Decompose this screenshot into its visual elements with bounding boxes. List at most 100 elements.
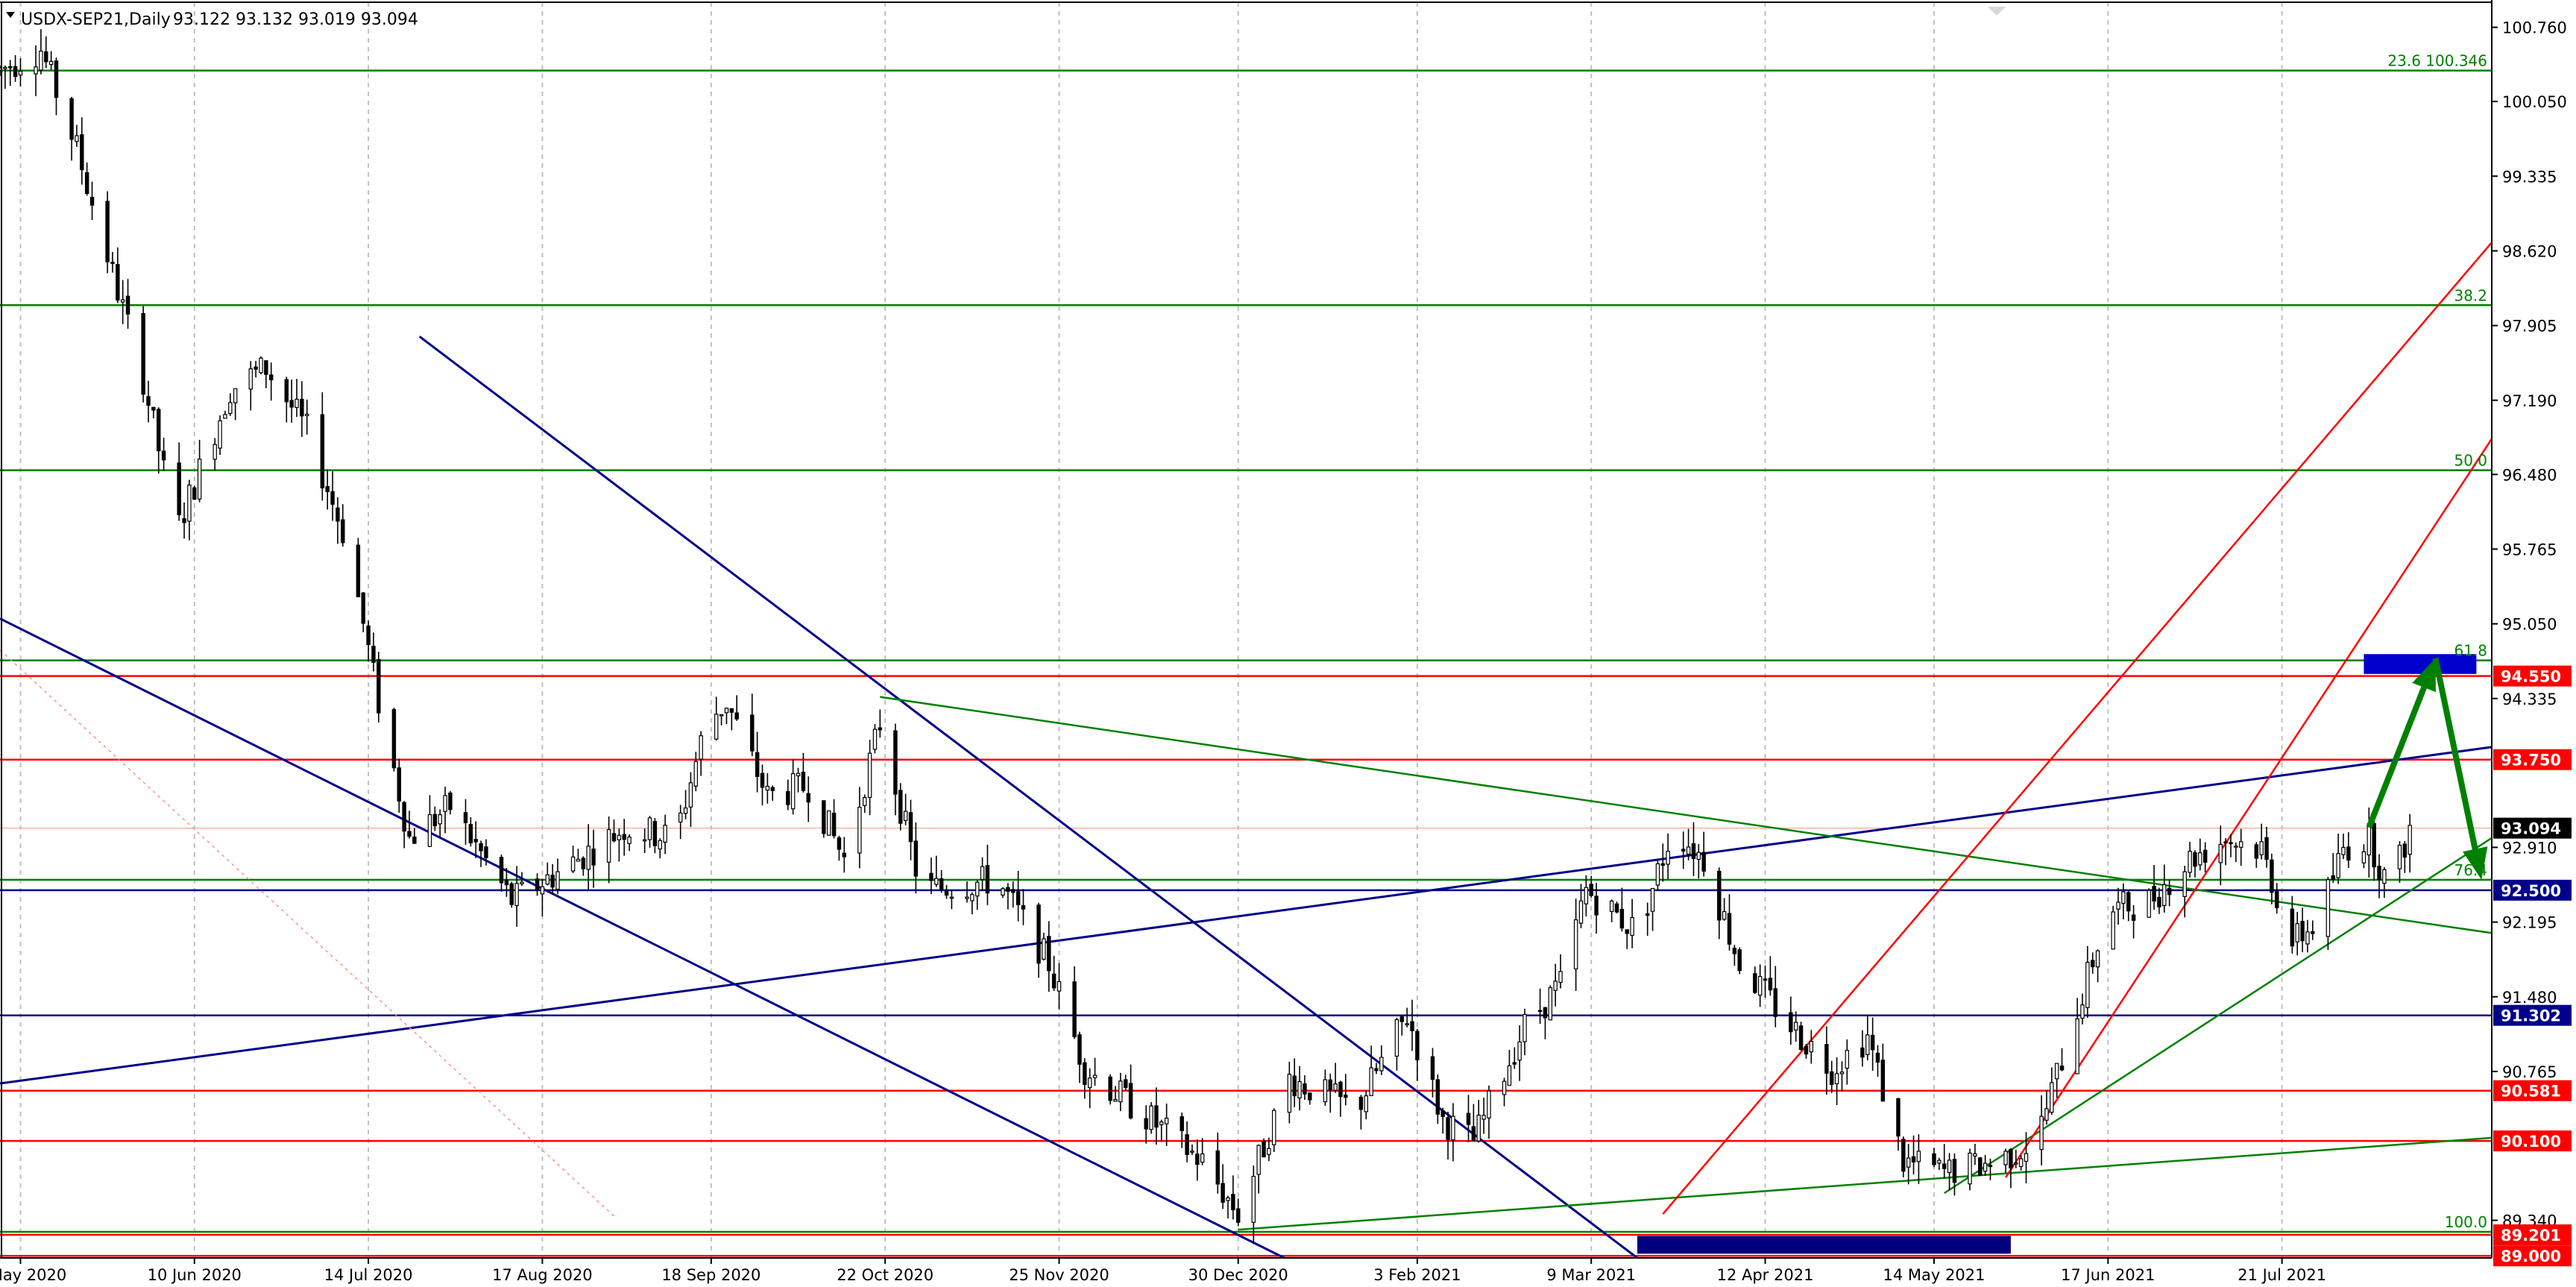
candle-body[interactable] bbox=[1476, 1114, 1481, 1142]
candle-body[interactable] bbox=[305, 413, 309, 416]
candle-body[interactable] bbox=[1292, 1075, 1297, 1097]
candle-body[interactable] bbox=[1830, 1071, 1834, 1085]
zone-rect-blue[interactable] bbox=[2364, 654, 2477, 674]
candle-body[interactable] bbox=[1358, 1096, 1364, 1110]
candle-body[interactable] bbox=[2275, 891, 2279, 908]
candle-body[interactable] bbox=[284, 379, 289, 403]
candle-body[interactable] bbox=[1072, 981, 1077, 1037]
candle-body[interactable] bbox=[468, 824, 473, 844]
candle-body[interactable] bbox=[89, 197, 95, 206]
candle-body[interactable] bbox=[504, 879, 509, 886]
candle-body[interactable] bbox=[325, 485, 330, 492]
candle-body[interactable] bbox=[2366, 823, 2372, 856]
candle-body[interactable] bbox=[1584, 887, 1589, 904]
candle-body[interactable] bbox=[1231, 1194, 1235, 1211]
candle-body[interactable] bbox=[1399, 1016, 1405, 1022]
candle-body[interactable] bbox=[75, 135, 79, 142]
candle-body[interactable] bbox=[54, 60, 59, 98]
candle-body[interactable] bbox=[2223, 841, 2228, 844]
candle-body[interactable] bbox=[949, 896, 954, 899]
candle-body[interactable] bbox=[320, 414, 325, 488]
candle-body[interactable] bbox=[1732, 948, 1737, 954]
candle-body[interactable] bbox=[2182, 871, 2187, 897]
candle-body[interactable] bbox=[893, 730, 898, 795]
candle-body[interactable] bbox=[397, 767, 401, 802]
zone-rect-navy[interactable] bbox=[1637, 1236, 2011, 1254]
candle-body[interactable] bbox=[908, 812, 913, 843]
candle-body[interactable] bbox=[699, 735, 703, 760]
candle-body[interactable] bbox=[509, 883, 514, 905]
candle-body[interactable] bbox=[734, 712, 739, 720]
candle-body[interactable] bbox=[652, 821, 658, 846]
candle-body[interactable] bbox=[438, 814, 442, 825]
candle-body[interactable] bbox=[80, 134, 84, 171]
candle-body[interactable] bbox=[1548, 987, 1553, 1021]
candle-body[interactable] bbox=[48, 60, 54, 66]
candle-body[interactable] bbox=[479, 843, 483, 852]
candle-body[interactable] bbox=[1180, 1116, 1184, 1132]
candle-body[interactable] bbox=[1978, 1157, 1983, 1176]
candle-body[interactable] bbox=[223, 414, 227, 419]
candle-body[interactable] bbox=[867, 752, 872, 799]
candle-body[interactable] bbox=[1727, 913, 1732, 945]
candle-body[interactable] bbox=[719, 714, 724, 717]
candle-body[interactable] bbox=[2259, 841, 2264, 855]
candle-body[interactable] bbox=[1466, 1113, 1471, 1125]
candle-body[interactable] bbox=[1824, 1044, 1829, 1074]
candle-body[interactable] bbox=[1394, 1019, 1399, 1057]
candle-body[interactable] bbox=[361, 592, 365, 624]
candle-body[interactable] bbox=[1369, 1067, 1373, 1097]
candle-body[interactable] bbox=[2116, 901, 2120, 910]
candle-body[interactable] bbox=[2331, 875, 2335, 880]
candle-body[interactable] bbox=[1051, 973, 1056, 989]
candle-body[interactable] bbox=[1942, 1163, 1947, 1169]
candle-body[interactable] bbox=[2336, 853, 2340, 878]
candle-body[interactable] bbox=[1517, 1041, 1522, 1061]
candle-body[interactable] bbox=[18, 70, 23, 76]
candle-body[interactable] bbox=[1287, 1074, 1292, 1113]
candle-body[interactable] bbox=[105, 201, 110, 262]
candle-body[interactable] bbox=[2147, 890, 2151, 918]
candle-body[interactable] bbox=[264, 360, 268, 375]
candle-body[interactable] bbox=[1896, 1098, 1900, 1137]
candle-body[interactable] bbox=[1834, 1073, 1839, 1085]
candle-body[interactable] bbox=[1113, 1099, 1118, 1102]
candle-body[interactable] bbox=[1625, 929, 1629, 934]
candle-body[interactable] bbox=[1415, 1030, 1420, 1061]
candle-body[interactable] bbox=[2202, 849, 2208, 863]
candle-body[interactable] bbox=[473, 839, 478, 843]
candle-body[interactable] bbox=[1481, 1115, 1486, 1120]
candle-body[interactable] bbox=[13, 66, 18, 78]
candle-body[interactable] bbox=[1681, 849, 1686, 852]
candle-body[interactable] bbox=[2229, 842, 2233, 845]
candle-body[interactable] bbox=[1594, 896, 1599, 916]
candle-body[interactable] bbox=[965, 896, 969, 899]
candle-body[interactable] bbox=[1077, 1034, 1082, 1065]
candle-body[interactable] bbox=[1573, 919, 1578, 970]
candle-body[interactable] bbox=[1042, 938, 1046, 960]
candle-body[interactable] bbox=[1507, 1065, 1512, 1086]
candle-body[interactable] bbox=[586, 846, 591, 870]
candle-body[interactable] bbox=[1364, 1095, 1368, 1113]
candle-body[interactable] bbox=[1553, 981, 1558, 991]
candle-body[interactable] bbox=[2234, 846, 2238, 848]
candle-body[interactable] bbox=[427, 814, 432, 847]
candle-body[interactable] bbox=[1906, 1157, 1911, 1168]
candle-body[interactable] bbox=[2290, 908, 2295, 947]
candle-body[interactable] bbox=[688, 782, 693, 808]
candle-body[interactable] bbox=[412, 836, 417, 844]
candle-body[interactable] bbox=[1154, 1105, 1159, 1128]
candle-body[interactable] bbox=[1190, 1151, 1194, 1153]
candle-body[interactable] bbox=[1537, 1010, 1543, 1013]
candle-body[interactable] bbox=[187, 484, 192, 522]
projection-arrow-head[interactable] bbox=[2412, 658, 2436, 693]
candle-body[interactable] bbox=[2264, 837, 2269, 860]
candle-body[interactable] bbox=[371, 646, 376, 663]
candle-body[interactable] bbox=[1763, 978, 1768, 981]
candle-body[interactable] bbox=[1405, 1023, 1409, 1025]
trend-line-red[interactable] bbox=[2005, 438, 2493, 1178]
candle-body[interactable] bbox=[663, 825, 667, 843]
candle-body[interactable] bbox=[259, 357, 263, 374]
candle-body[interactable] bbox=[212, 444, 217, 460]
